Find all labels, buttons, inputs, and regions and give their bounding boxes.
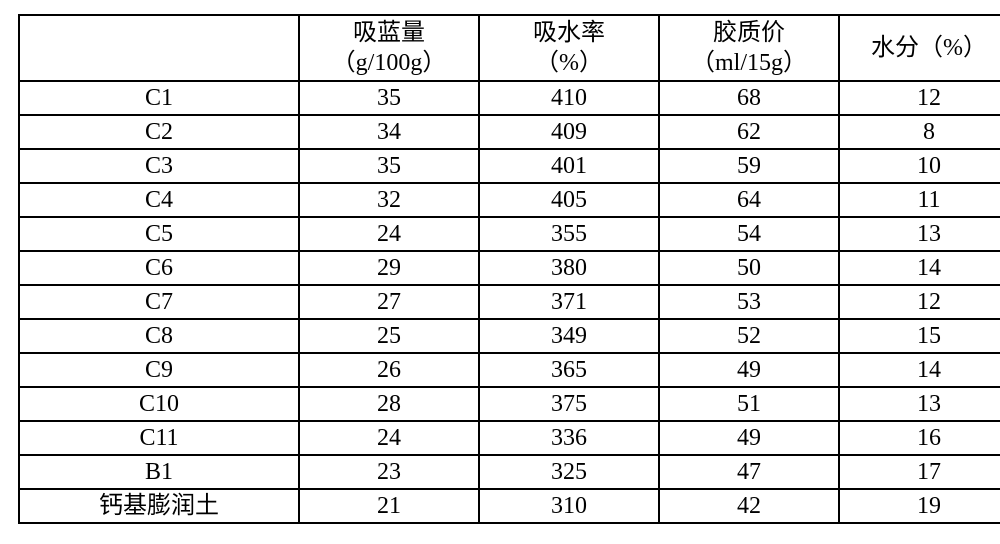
- row-label: C5: [19, 217, 299, 251]
- row-label: C1: [19, 81, 299, 115]
- row-cell: 42: [659, 489, 839, 523]
- table-row: C7 27 371 53 12: [19, 285, 1000, 319]
- data-table: 吸蓝量 （g/100g） 吸水率 （%） 胶质价 （ml/15g） 水分（%）: [18, 14, 1000, 524]
- row-cell: 12: [839, 81, 1000, 115]
- row-cell: 23: [299, 455, 479, 489]
- row-cell: 52: [659, 319, 839, 353]
- row-cell: 380: [479, 251, 659, 285]
- header-cell-1-line2: （g/100g）: [300, 48, 478, 78]
- row-cell: 47: [659, 455, 839, 489]
- row-label: B1: [19, 455, 299, 489]
- table-row: C4 32 405 64 11: [19, 183, 1000, 217]
- row-cell: 8: [839, 115, 1000, 149]
- table-row: 钙基膨润土 21 310 42 19: [19, 489, 1000, 523]
- row-cell: 355: [479, 217, 659, 251]
- row-cell: 28: [299, 387, 479, 421]
- row-label: C7: [19, 285, 299, 319]
- table-row: C3 35 401 59 10: [19, 149, 1000, 183]
- table-row: C8 25 349 52 15: [19, 319, 1000, 353]
- row-label: C11: [19, 421, 299, 455]
- header-cell-2-line1: 吸水率: [480, 18, 658, 48]
- row-cell: 10: [839, 149, 1000, 183]
- row-cell: 49: [659, 353, 839, 387]
- row-cell: 32: [299, 183, 479, 217]
- header-cell-3-line1: 胶质价: [660, 18, 838, 48]
- row-cell: 371: [479, 285, 659, 319]
- table-row: C10 28 375 51 13: [19, 387, 1000, 421]
- row-label: C4: [19, 183, 299, 217]
- header-cell-2-line2: （%）: [480, 48, 658, 78]
- row-cell: 27: [299, 285, 479, 319]
- row-cell: 15: [839, 319, 1000, 353]
- row-cell: 365: [479, 353, 659, 387]
- row-label: C2: [19, 115, 299, 149]
- row-cell: 50: [659, 251, 839, 285]
- row-cell: 54: [659, 217, 839, 251]
- row-cell: 17: [839, 455, 1000, 489]
- row-label: C10: [19, 387, 299, 421]
- table-row: C5 24 355 54 13: [19, 217, 1000, 251]
- row-cell: 24: [299, 217, 479, 251]
- row-cell: 14: [839, 251, 1000, 285]
- header-cell-2: 吸水率 （%）: [479, 15, 659, 81]
- row-cell: 62: [659, 115, 839, 149]
- header-cell-1-line1: 吸蓝量: [300, 18, 478, 48]
- row-cell: 35: [299, 81, 479, 115]
- table-container: 吸蓝量 （g/100g） 吸水率 （%） 胶质价 （ml/15g） 水分（%）: [0, 0, 1000, 544]
- row-label: C9: [19, 353, 299, 387]
- row-cell: 325: [479, 455, 659, 489]
- row-cell: 19: [839, 489, 1000, 523]
- row-cell: 24: [299, 421, 479, 455]
- row-cell: 35: [299, 149, 479, 183]
- row-cell: 14: [839, 353, 1000, 387]
- header-cell-4: 水分（%）: [839, 15, 1000, 81]
- header-cell-3: 胶质价 （ml/15g）: [659, 15, 839, 81]
- header-cell-3-line2: （ml/15g）: [660, 48, 838, 78]
- row-label: C6: [19, 251, 299, 285]
- table-row: C9 26 365 49 14: [19, 353, 1000, 387]
- row-label: C8: [19, 319, 299, 353]
- row-cell: 16: [839, 421, 1000, 455]
- row-cell: 349: [479, 319, 659, 353]
- table-header-row: 吸蓝量 （g/100g） 吸水率 （%） 胶质价 （ml/15g） 水分（%）: [19, 15, 1000, 81]
- row-cell: 12: [839, 285, 1000, 319]
- row-cell: 21: [299, 489, 479, 523]
- row-cell: 25: [299, 319, 479, 353]
- table-body: 吸蓝量 （g/100g） 吸水率 （%） 胶质价 （ml/15g） 水分（%）: [19, 15, 1000, 523]
- row-cell: 405: [479, 183, 659, 217]
- row-cell: 34: [299, 115, 479, 149]
- row-cell: 59: [659, 149, 839, 183]
- row-cell: 64: [659, 183, 839, 217]
- row-cell: 336: [479, 421, 659, 455]
- table-row: C2 34 409 62 8: [19, 115, 1000, 149]
- row-label: 钙基膨润土: [19, 489, 299, 523]
- header-cell-0: [19, 15, 299, 81]
- row-cell: 401: [479, 149, 659, 183]
- row-cell: 11: [839, 183, 1000, 217]
- row-cell: 13: [839, 387, 1000, 421]
- table-row: B1 23 325 47 17: [19, 455, 1000, 489]
- row-cell: 49: [659, 421, 839, 455]
- row-cell: 310: [479, 489, 659, 523]
- table-row: C11 24 336 49 16: [19, 421, 1000, 455]
- row-cell: 375: [479, 387, 659, 421]
- row-label: C3: [19, 149, 299, 183]
- table-row: C1 35 410 68 12: [19, 81, 1000, 115]
- row-cell: 26: [299, 353, 479, 387]
- header-cell-4-line1: 水分（%）: [840, 33, 1000, 63]
- row-cell: 51: [659, 387, 839, 421]
- row-cell: 13: [839, 217, 1000, 251]
- row-cell: 68: [659, 81, 839, 115]
- row-cell: 53: [659, 285, 839, 319]
- table-row: C6 29 380 50 14: [19, 251, 1000, 285]
- row-cell: 409: [479, 115, 659, 149]
- row-cell: 410: [479, 81, 659, 115]
- row-cell: 29: [299, 251, 479, 285]
- header-cell-1: 吸蓝量 （g/100g）: [299, 15, 479, 81]
